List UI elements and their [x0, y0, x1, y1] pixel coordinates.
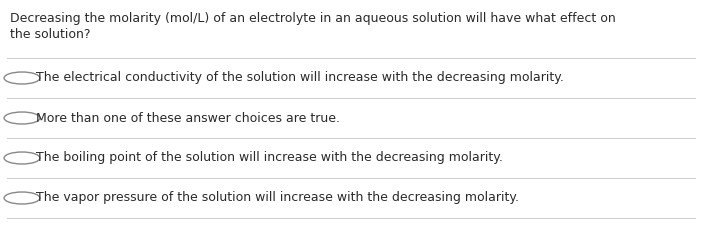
Text: Decreasing the molarity (mol/L) of an electrolyte in an aqueous solution will ha: Decreasing the molarity (mol/L) of an el…	[10, 12, 616, 25]
Text: The electrical conductivity of the solution will increase with the decreasing mo: The electrical conductivity of the solut…	[36, 71, 564, 85]
Text: The vapor pressure of the solution will increase with the decreasing molarity.: The vapor pressure of the solution will …	[36, 192, 519, 204]
Text: the solution?: the solution?	[10, 28, 91, 41]
Text: The boiling point of the solution will increase with the decreasing molarity.: The boiling point of the solution will i…	[36, 152, 503, 164]
Text: More than one of these answer choices are true.: More than one of these answer choices ar…	[36, 111, 340, 125]
